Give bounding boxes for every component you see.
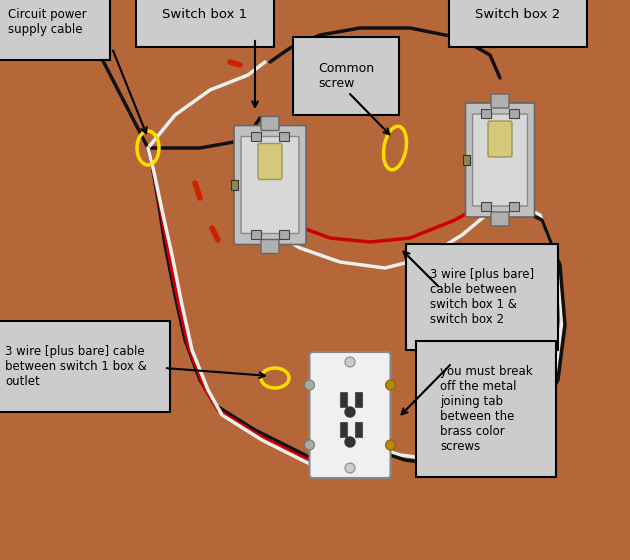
Bar [279, 132, 289, 141]
Text: Switch box 2: Switch box 2 [475, 8, 560, 21]
Text: Common
screw: Common screw [318, 62, 374, 90]
Bar [462, 155, 469, 165]
FancyBboxPatch shape [258, 143, 282, 180]
FancyBboxPatch shape [234, 125, 306, 245]
Circle shape [304, 380, 314, 390]
Bar [251, 230, 261, 239]
Circle shape [345, 407, 355, 417]
Bar [279, 230, 289, 239]
Bar [481, 202, 491, 211]
Bar [509, 109, 519, 118]
Circle shape [345, 357, 355, 367]
FancyBboxPatch shape [261, 116, 279, 130]
Circle shape [345, 437, 355, 447]
Circle shape [304, 440, 314, 450]
Text: 3 wire [plus bare]
cable between
switch box 1 &
switch box 2: 3 wire [plus bare] cable between switch … [430, 268, 534, 326]
FancyBboxPatch shape [261, 240, 279, 254]
Circle shape [386, 380, 396, 390]
Bar [251, 132, 261, 141]
Text: Switch box 1: Switch box 1 [162, 8, 247, 21]
Circle shape [386, 440, 396, 450]
Text: Circuit power
supply cable: Circuit power supply cable [8, 8, 87, 36]
Text: you must break
off the metal
joining tab
between the
brass color
screws: you must break off the metal joining tab… [440, 365, 532, 453]
FancyBboxPatch shape [491, 212, 509, 226]
Bar [481, 109, 491, 118]
Circle shape [345, 463, 355, 473]
FancyBboxPatch shape [491, 94, 509, 108]
FancyBboxPatch shape [340, 422, 348, 437]
FancyBboxPatch shape [340, 393, 348, 408]
FancyBboxPatch shape [472, 114, 527, 206]
FancyBboxPatch shape [488, 121, 512, 157]
FancyBboxPatch shape [466, 103, 534, 217]
FancyBboxPatch shape [309, 352, 391, 478]
FancyBboxPatch shape [241, 137, 299, 234]
FancyBboxPatch shape [355, 422, 362, 437]
Bar [231, 180, 238, 190]
FancyBboxPatch shape [355, 393, 362, 408]
Text: 3 wire [plus bare] cable
between switch 1 box &
outlet: 3 wire [plus bare] cable between switch … [5, 345, 147, 388]
Bar [509, 202, 519, 211]
